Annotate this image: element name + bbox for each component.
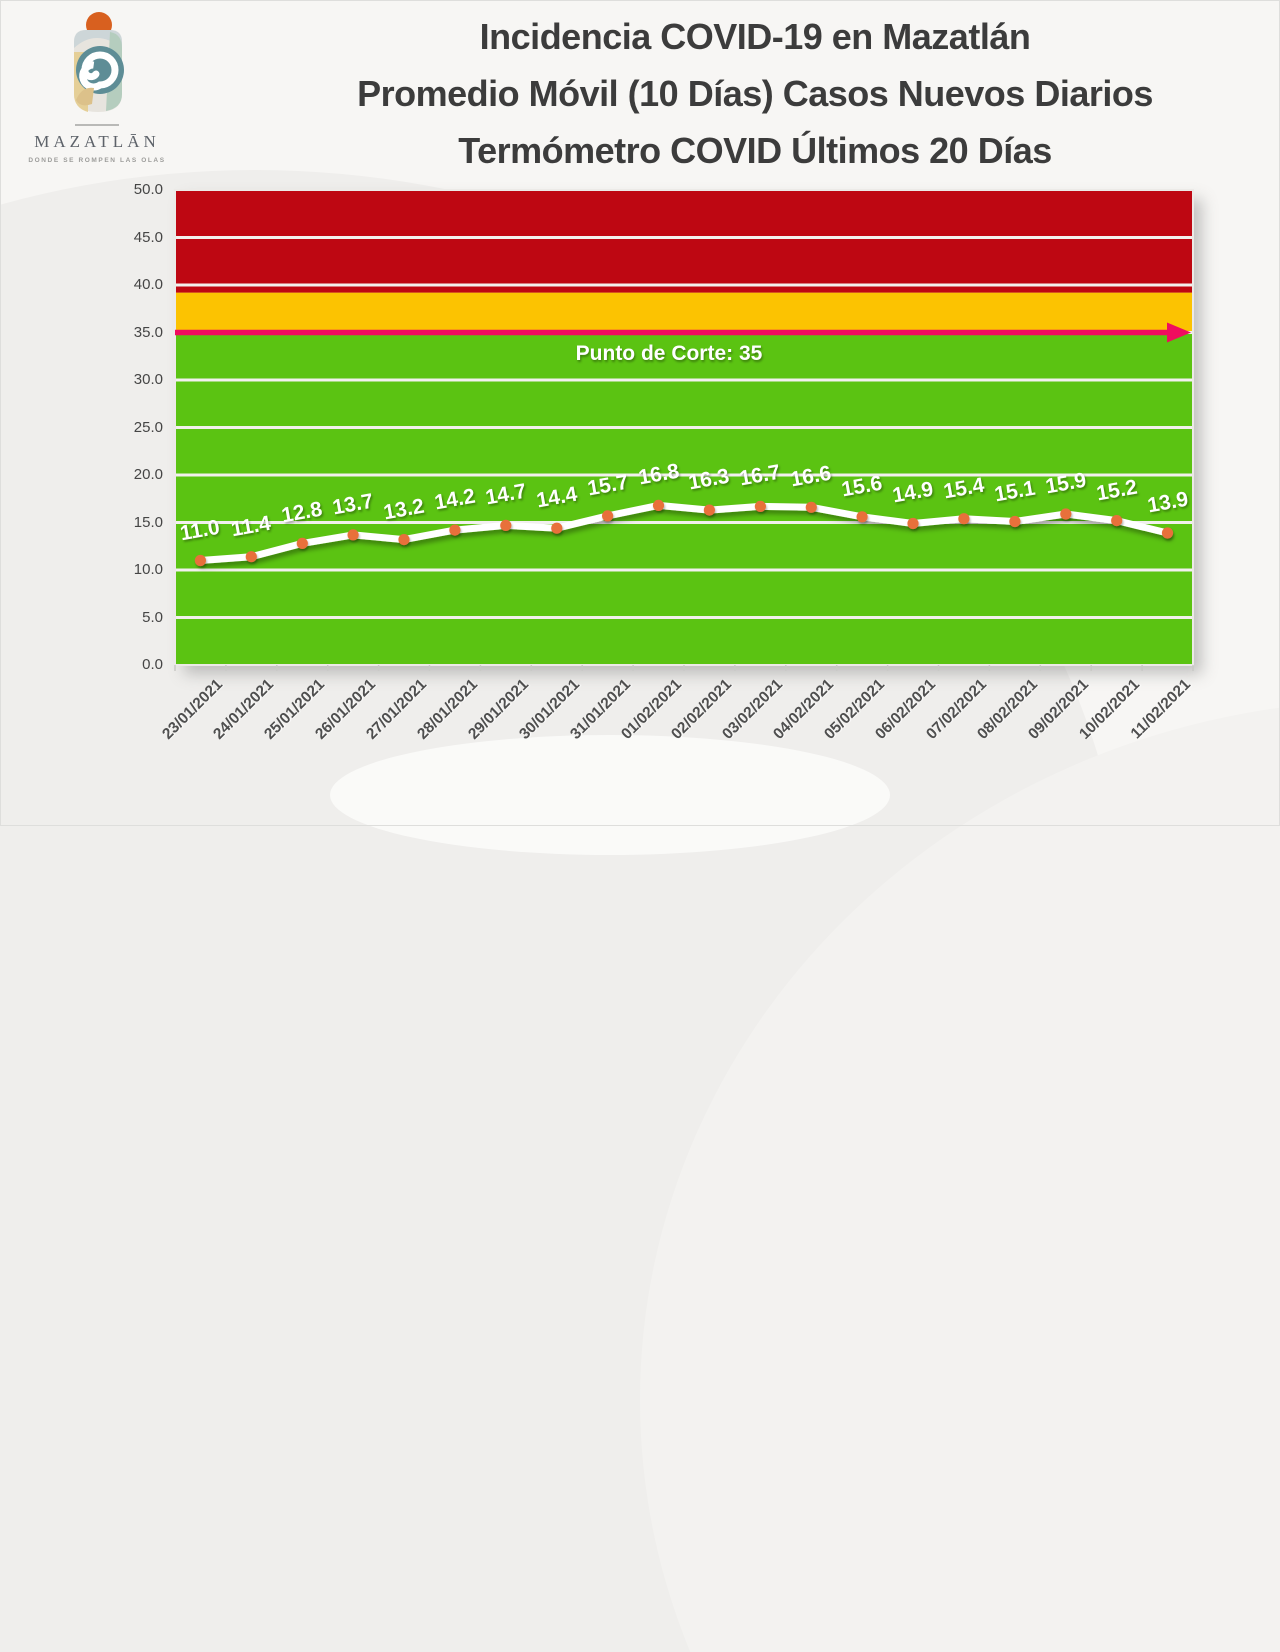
title-line-2: Promedio Móvil (10 Días) Casos Nuevos Di…: [357, 73, 1153, 114]
page: { "logo": { "icon": "mazatlan-sun-shell-…: [0, 0, 1280, 855]
data-point-marker: [449, 524, 461, 536]
logo-tagline: DONDE SE ROMPEN LAS OLAS: [28, 157, 166, 164]
plot-area: [174, 189, 1194, 671]
data-point-marker: [602, 510, 614, 522]
zone-rojo: [175, 190, 1193, 293]
y-axis-tick-label: 0.0: [142, 656, 163, 673]
data-point-marker: [1111, 515, 1123, 527]
data-point-marker: [551, 522, 563, 534]
data-point-marker: [907, 517, 919, 530]
y-axis-tick-label: 45.0: [133, 228, 163, 246]
y-axis-tick-label: 30.0: [133, 371, 163, 388]
chart-title: Incidencia COVID-19 en Mazatlán Promedio…: [235, 8, 1275, 179]
data-point-marker: [1060, 508, 1072, 520]
y-axis-tick-label: 10.0: [133, 561, 163, 578]
title-line-1: Incidencia COVID-19 en Mazatlán: [479, 16, 1031, 57]
cutoff-annotation: Punto de Corte: 35: [575, 341, 763, 365]
data-point-marker: [805, 501, 817, 513]
y-axis-tick-label: 25.0: [133, 418, 163, 436]
chart-labels-overlay: Punto de Corte: 35 0.0 5.0 10.0 15.0 20.0 25.…: [133, 181, 1194, 743]
y-axis-tick-label: 35.0: [133, 323, 163, 341]
data-point-marker: [754, 500, 767, 512]
data-point-marker: [398, 534, 410, 546]
data-point-marker: [703, 504, 716, 516]
title-line-3: Termómetro COVID Últimos 20 Días: [458, 130, 1052, 171]
data-point-marker: [296, 537, 308, 550]
y-axis-tick-label: 15.0: [133, 513, 163, 531]
data-point-marker: [1161, 527, 1174, 539]
data-point-marker: [347, 529, 359, 541]
data-point-marker: [958, 513, 970, 525]
mazatlan-sun-shell-icon: [74, 12, 124, 112]
zone-verde: [175, 332, 1193, 665]
y-axis-tick-label: 50.0: [133, 181, 163, 198]
mazatlan-logo: MAZATLĀN DONDE SE ROMPEN LAS OLAS: [22, 8, 172, 164]
data-point-marker: [500, 519, 512, 532]
data-point-marker: [1009, 515, 1021, 528]
data-point-marker: [194, 554, 206, 567]
moving-average-line: [196, 501, 1171, 564]
y-axis-tick-label: 40.0: [133, 276, 163, 293]
logo-divider: [75, 124, 119, 126]
y-axis-tick-label: 5.0: [142, 608, 163, 626]
thermometer-line-chart: Punto de Corte: 35 0.0 5.0 10.0 15.0 20.0 25.…: [133, 181, 1194, 743]
y-axis-tick-label: 20.0: [133, 466, 163, 483]
cutoff-arrowhead-icon: [1167, 322, 1191, 343]
logo-wordmark: MAZATLĀN: [34, 132, 160, 151]
data-point-marker: [652, 499, 665, 511]
data-point-marker: [245, 551, 257, 563]
x-axis-date-label: 23/01/2021: [159, 676, 227, 743]
zone-amarillo: [175, 292, 1193, 333]
data-point-marker: [856, 511, 868, 523]
